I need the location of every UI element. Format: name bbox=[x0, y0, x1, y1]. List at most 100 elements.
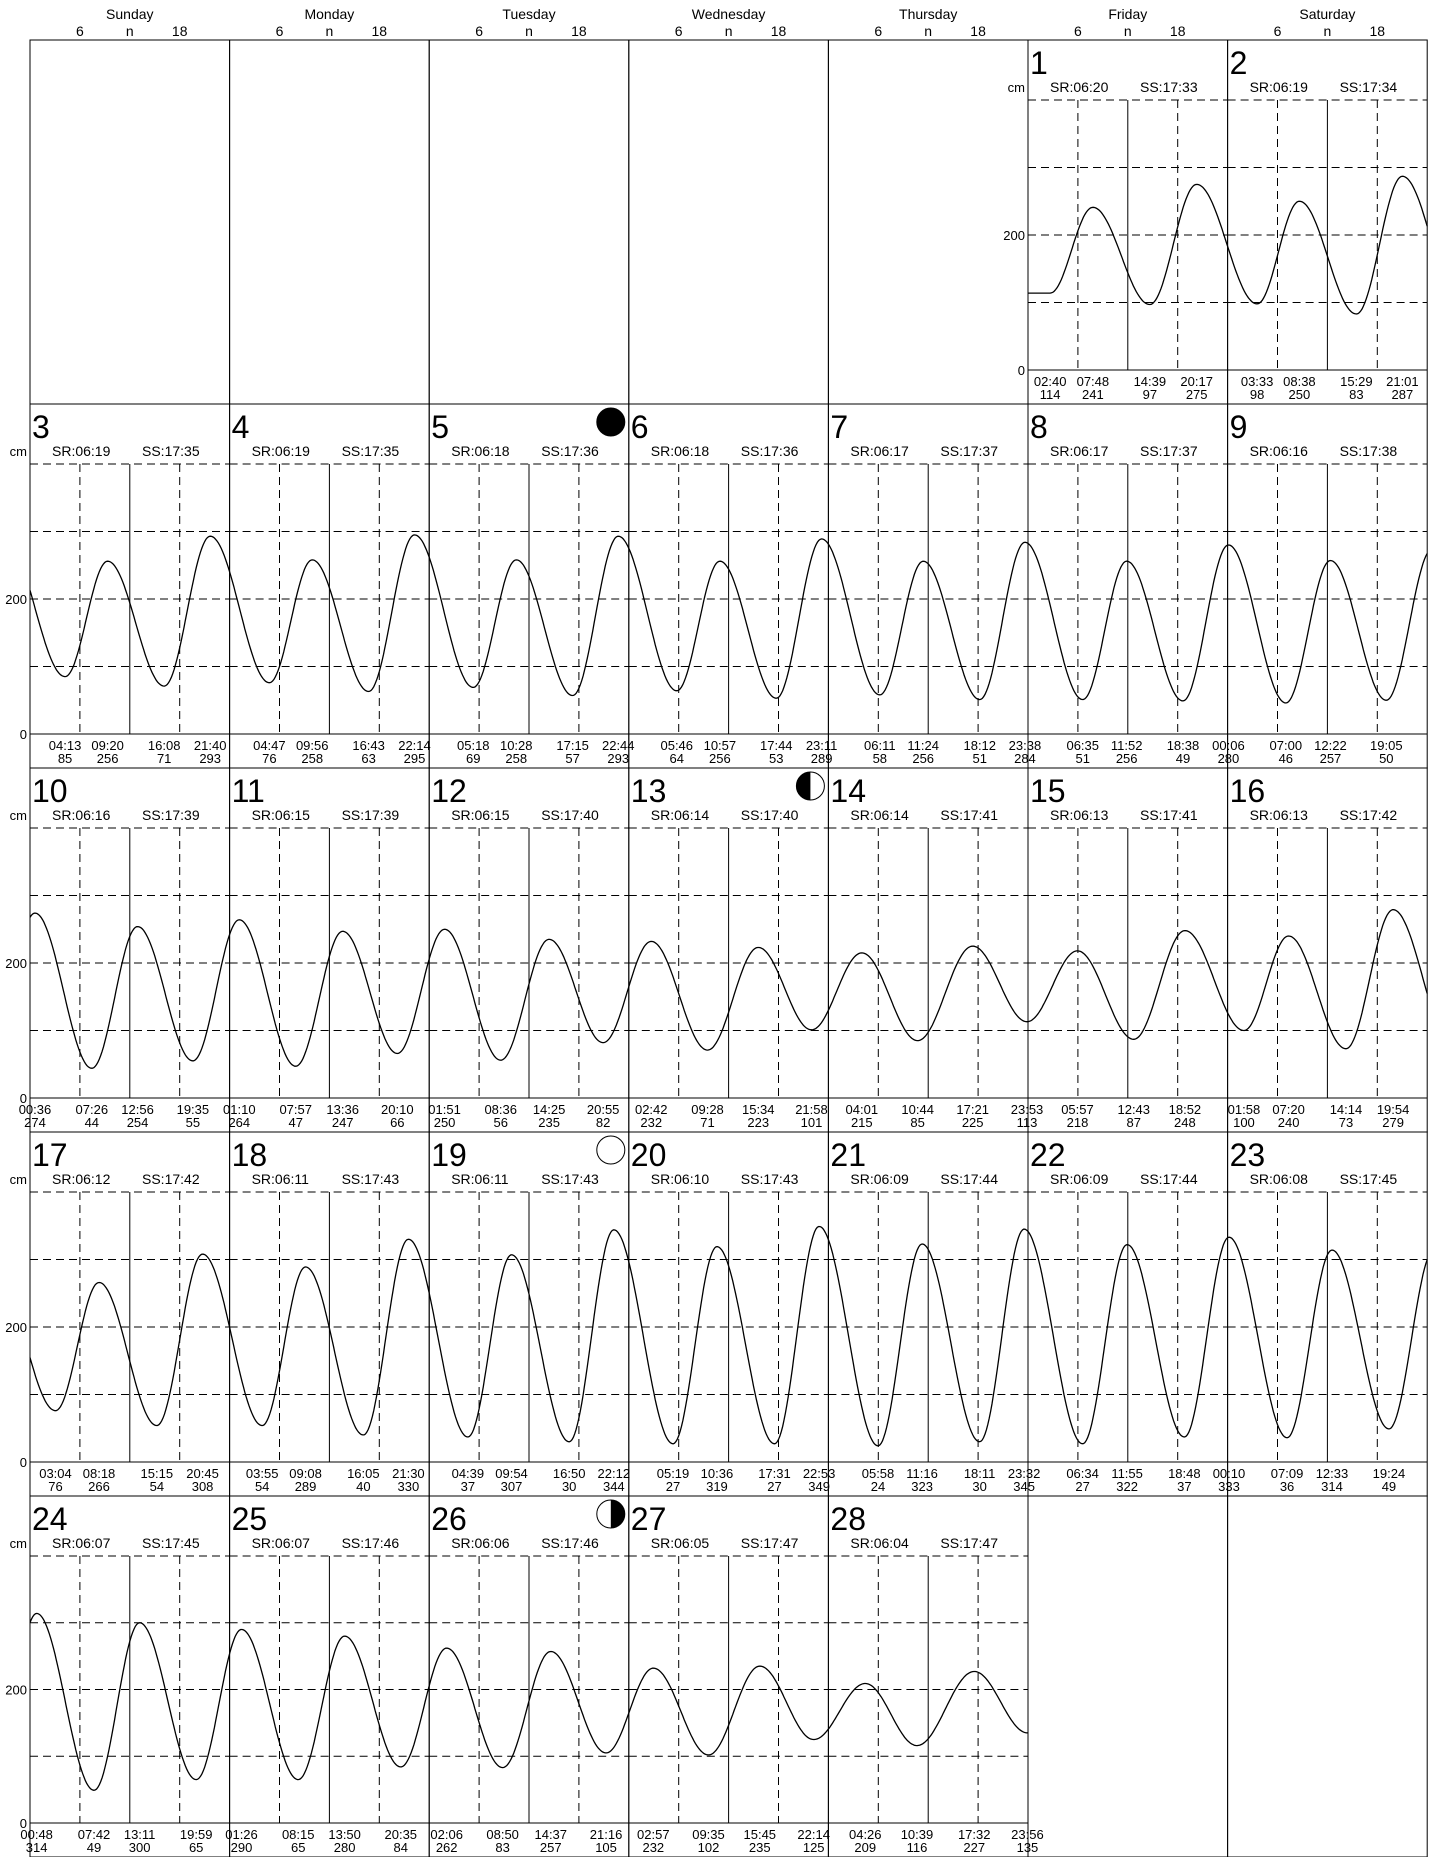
tide-time-label: 09:35 bbox=[692, 1827, 725, 1842]
tide-height-label: 280 bbox=[334, 1840, 356, 1855]
tide-time-label: 18:12 bbox=[963, 738, 996, 753]
sunrise-label: SR:06:05 bbox=[651, 1535, 710, 1551]
tide-height-label: 49 bbox=[87, 1840, 101, 1855]
tide-time-label: 12:22 bbox=[1314, 738, 1347, 753]
tide-height-label: 250 bbox=[1289, 387, 1311, 402]
tide-height-label: 235 bbox=[749, 1840, 771, 1855]
weekday-label: Monday bbox=[304, 6, 354, 22]
tide-height-label: 46 bbox=[1279, 751, 1293, 766]
tide-height-label: 54 bbox=[255, 1479, 269, 1494]
sunset-label: SS:17:40 bbox=[541, 807, 599, 823]
tide-time-label: 00:10 bbox=[1213, 1466, 1246, 1481]
tide-curve bbox=[1227, 544, 1428, 704]
tide-height-label: 266 bbox=[88, 1479, 110, 1494]
tide-height-label: 300 bbox=[129, 1840, 151, 1855]
tide-time-label: 07:48 bbox=[1077, 374, 1110, 389]
unit-label: cm bbox=[10, 808, 27, 823]
tide-curve bbox=[428, 928, 630, 1061]
weekday-label: Friday bbox=[1108, 6, 1147, 22]
tide-time-label: 23:53 bbox=[1011, 1102, 1044, 1117]
tide-height-label: 287 bbox=[1392, 387, 1414, 402]
tide-height-label: 69 bbox=[466, 751, 480, 766]
hour-tick-label: 18 bbox=[1170, 23, 1186, 39]
tide-time-label: 08:15 bbox=[282, 1827, 315, 1842]
tide-curve bbox=[1227, 1236, 1428, 1439]
tide-height-label: 97 bbox=[1143, 387, 1157, 402]
tide-time-label: 21:40 bbox=[194, 738, 227, 753]
sunrise-label: SR:06:12 bbox=[52, 1171, 111, 1187]
tide-time-label: 23:38 bbox=[1009, 738, 1042, 753]
tide-time-label: 13:11 bbox=[124, 1827, 156, 1842]
tide-time-label: 22:12 bbox=[598, 1466, 631, 1481]
tide-height-label: 44 bbox=[85, 1115, 99, 1130]
tide-height-label: 254 bbox=[127, 1115, 149, 1130]
tide-time-label: 23:32 bbox=[1008, 1466, 1041, 1481]
tide-time-label: 09:08 bbox=[289, 1466, 322, 1481]
tide-height-label: 280 bbox=[1218, 751, 1240, 766]
tide-height-label: 83 bbox=[1349, 387, 1363, 402]
hour-tick-label: n bbox=[326, 23, 334, 39]
calendar-cell bbox=[1027, 1495, 1229, 1857]
sunset-label: SS:17:46 bbox=[541, 1535, 599, 1551]
unit-label: cm bbox=[10, 1172, 27, 1187]
hour-tick-label: 6 bbox=[475, 23, 483, 39]
tide-time-label: 13:36 bbox=[326, 1102, 359, 1117]
sunrise-label: SR:06:17 bbox=[1050, 443, 1109, 459]
sunset-label: SS:17:44 bbox=[940, 1171, 998, 1187]
y-tick-label: 200 bbox=[5, 1320, 27, 1335]
tide-time-label: 23:56 bbox=[1011, 1827, 1044, 1842]
unit-label: cm bbox=[10, 444, 27, 459]
tide-height-label: 240 bbox=[1278, 1115, 1300, 1130]
tide-time-label: 16:05 bbox=[347, 1466, 380, 1481]
tide-time-label: 18:52 bbox=[1169, 1102, 1202, 1117]
tide-time-label: 07:57 bbox=[279, 1102, 312, 1117]
tide-time-label: 17:31 bbox=[758, 1466, 791, 1481]
tide-time-label: 03:33 bbox=[1241, 374, 1274, 389]
sunrise-label: SR:06:06 bbox=[451, 1535, 510, 1551]
tide-height-label: 64 bbox=[670, 751, 684, 766]
sunrise-label: SR:06:17 bbox=[850, 443, 909, 459]
day-number: 10 bbox=[32, 773, 68, 809]
tide-time-label: 01:10 bbox=[223, 1102, 256, 1117]
weekday-label: Tuesday bbox=[502, 6, 555, 22]
tide-time-label: 15:15 bbox=[141, 1466, 174, 1481]
day-number: 15 bbox=[1030, 773, 1066, 809]
tide-height-label: 76 bbox=[48, 1479, 62, 1494]
tide-height-label: 51 bbox=[1076, 751, 1090, 766]
day-number: 24 bbox=[32, 1501, 68, 1537]
tide-time-label: 07:26 bbox=[76, 1102, 109, 1117]
hour-tick-label: 6 bbox=[675, 23, 683, 39]
tide-height-label: 290 bbox=[231, 1840, 253, 1855]
new-moon-icon bbox=[596, 407, 626, 437]
tide-height-label: 87 bbox=[1127, 1115, 1141, 1130]
tide-height-label: 27 bbox=[1075, 1479, 1089, 1494]
tide-time-label: 19:24 bbox=[1373, 1466, 1406, 1481]
tide-height-label: 258 bbox=[301, 751, 323, 766]
tide-time-label: 23:11 bbox=[806, 738, 838, 753]
calendar-cell bbox=[29, 39, 231, 405]
sunset-label: SS:17:45 bbox=[1340, 1171, 1398, 1187]
tide-time-label: 21:01 bbox=[1386, 374, 1419, 389]
tide-time-label: 08:18 bbox=[83, 1466, 116, 1481]
weekday-label: Sunday bbox=[106, 6, 153, 22]
hour-tick-label: n bbox=[126, 23, 134, 39]
tide-time-label: 22:14 bbox=[797, 1827, 830, 1842]
tide-height-label: 319 bbox=[706, 1479, 728, 1494]
tide-time-label: 18:11 bbox=[964, 1466, 996, 1481]
tide-curve bbox=[1027, 1231, 1229, 1445]
tide-height-label: 279 bbox=[1382, 1115, 1404, 1130]
sunrise-label: SR:06:15 bbox=[451, 807, 510, 823]
tide-time-label: 05:58 bbox=[862, 1466, 895, 1481]
tide-height-label: 227 bbox=[963, 1840, 985, 1855]
tide-time-label: 19:05 bbox=[1370, 738, 1403, 753]
tide-curve bbox=[1028, 183, 1229, 306]
sunrise-label: SR:06:09 bbox=[1050, 1171, 1109, 1187]
day-number: 14 bbox=[830, 773, 866, 809]
